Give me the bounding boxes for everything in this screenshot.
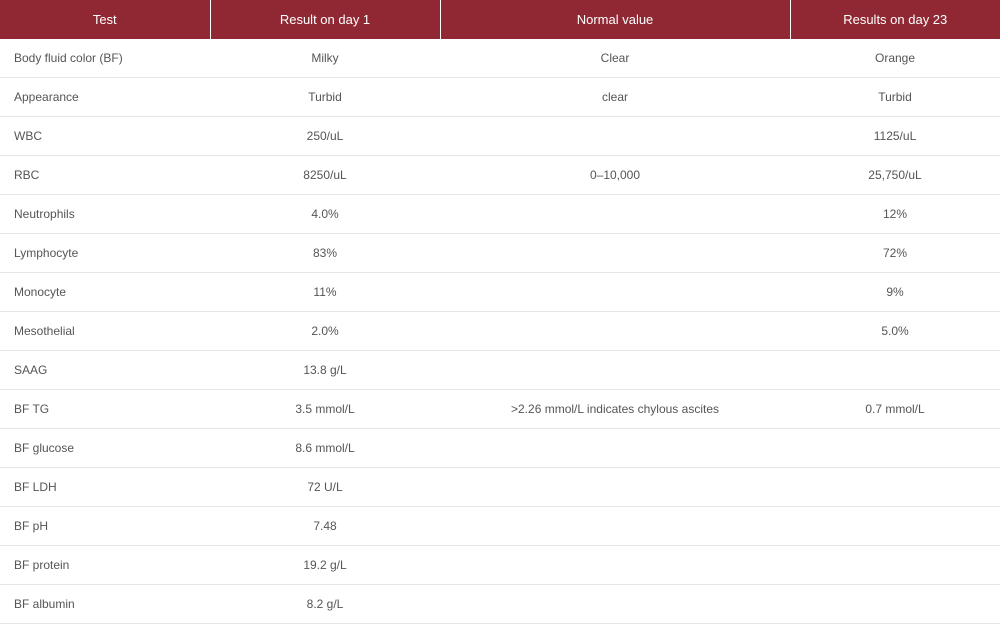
table-cell: 12% (790, 195, 1000, 234)
table-cell: 13.8 g/L (210, 351, 440, 390)
table-row: Monocyte11% 9% (0, 273, 1000, 312)
table-cell: 0.7 mmol/L (790, 390, 1000, 429)
table-cell (440, 312, 790, 351)
table-cell: BF LDH (0, 468, 210, 507)
table-cell: 11% (210, 273, 440, 312)
table-row: BF protein19.2 g/L (0, 546, 1000, 585)
col-header-normal: Normal value (440, 0, 790, 39)
table-row: Neutrophils4.0% 12% (0, 195, 1000, 234)
table-cell: Monocyte (0, 273, 210, 312)
table-cell: BF pH (0, 507, 210, 546)
table-cell: 83% (210, 234, 440, 273)
table-cell (440, 429, 790, 468)
table-cell (440, 234, 790, 273)
table-body: Body fluid color (BF)MilkyClearOrangeApp… (0, 39, 1000, 624)
table-cell: Turbid (790, 78, 1000, 117)
table-cell: SAAG (0, 351, 210, 390)
table-cell (790, 351, 1000, 390)
table-cell (440, 351, 790, 390)
table-cell (790, 585, 1000, 624)
table-cell: 9% (790, 273, 1000, 312)
table-header: Test Result on day 1 Normal value Result… (0, 0, 1000, 39)
lab-results-table: Test Result on day 1 Normal value Result… (0, 0, 1000, 624)
table-cell: clear (440, 78, 790, 117)
table-row: BF LDH72 U/L (0, 468, 1000, 507)
table-cell: Turbid (210, 78, 440, 117)
table-cell (790, 468, 1000, 507)
table-cell (790, 429, 1000, 468)
table-cell (440, 546, 790, 585)
table-row: Mesothelial2.0% 5.0% (0, 312, 1000, 351)
table-cell: 0–10,000 (440, 156, 790, 195)
table-row: BF albumin8.2 g/L (0, 585, 1000, 624)
table-cell: BF glucose (0, 429, 210, 468)
table-cell: 5.0% (790, 312, 1000, 351)
table-cell: >2.26 mmol/L indicates chylous ascites (440, 390, 790, 429)
table-row: BF glucose8.6 mmol/L (0, 429, 1000, 468)
table-cell: Mesothelial (0, 312, 210, 351)
table-cell: Body fluid color (BF) (0, 39, 210, 78)
col-header-day23: Results on day 23 (790, 0, 1000, 39)
col-header-test: Test (0, 0, 210, 39)
table-row: SAAG13.8 g/L (0, 351, 1000, 390)
table-cell: 2.0% (210, 312, 440, 351)
table-cell: BF protein (0, 546, 210, 585)
table-cell: BF TG (0, 390, 210, 429)
table-cell: WBC (0, 117, 210, 156)
table-cell: 1125/uL (790, 117, 1000, 156)
table-cell: Clear (440, 39, 790, 78)
table-cell: Neutrophils (0, 195, 210, 234)
table-cell (440, 468, 790, 507)
col-header-day1: Result on day 1 (210, 0, 440, 39)
table-cell (440, 507, 790, 546)
table-cell: RBC (0, 156, 210, 195)
table-cell: 4.0% (210, 195, 440, 234)
table-row: BF pH7.48 (0, 507, 1000, 546)
table-cell (440, 117, 790, 156)
table-row: Lymphocyte83% 72% (0, 234, 1000, 273)
table-row: RBC8250/uL0–10,00025,750/uL (0, 156, 1000, 195)
table-cell: Milky (210, 39, 440, 78)
table-cell (440, 195, 790, 234)
table-cell: 7.48 (210, 507, 440, 546)
table-cell: Lymphocyte (0, 234, 210, 273)
table-cell: 8.2 g/L (210, 585, 440, 624)
table-cell: Appearance (0, 78, 210, 117)
table-cell: 250/uL (210, 117, 440, 156)
table-cell (790, 507, 1000, 546)
table-cell (440, 585, 790, 624)
table-cell (440, 273, 790, 312)
table-cell: 8250/uL (210, 156, 440, 195)
table-row: AppearanceTurbidclearTurbid (0, 78, 1000, 117)
table-cell: 72 U/L (210, 468, 440, 507)
table-cell: 72% (790, 234, 1000, 273)
table-cell: 19.2 g/L (210, 546, 440, 585)
table-cell: 8.6 mmol/L (210, 429, 440, 468)
table-row: BF TG3.5 mmol/L>2.26 mmol/L indicates ch… (0, 390, 1000, 429)
table-cell: 25,750/uL (790, 156, 1000, 195)
table-row: Body fluid color (BF)MilkyClearOrange (0, 39, 1000, 78)
table-cell: 3.5 mmol/L (210, 390, 440, 429)
table-cell (790, 546, 1000, 585)
table-cell: BF albumin (0, 585, 210, 624)
table-row: WBC250/uL 1125/uL (0, 117, 1000, 156)
table-cell: Orange (790, 39, 1000, 78)
